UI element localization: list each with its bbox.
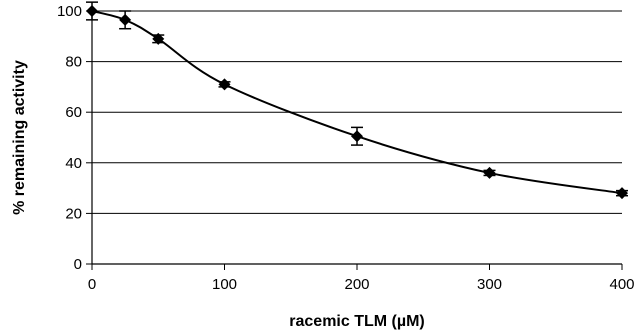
x-tick-label: 300: [477, 276, 502, 293]
series-line: [91, 10, 623, 195]
y-tick-label: 100: [57, 3, 82, 20]
data-point: [119, 13, 132, 26]
data-point: [616, 187, 628, 200]
y-tick-label: 20: [65, 205, 82, 222]
y-tick-label: 40: [65, 155, 82, 172]
data-point: [86, 5, 98, 17]
x-axis-title: racemic TLM (µM): [289, 313, 424, 330]
data-points: [86, 5, 628, 200]
data-point: [218, 78, 231, 91]
data-point: [483, 166, 496, 179]
x-tick-label: 100: [212, 276, 237, 293]
x-tick-label: 400: [609, 276, 634, 293]
y-tick-label: 60: [65, 104, 82, 121]
data-point: [152, 32, 165, 45]
x-tick-label: 0: [88, 276, 96, 293]
y-tick-labels: 0 20 40 60 80 100: [57, 3, 82, 273]
error-bars: [86, 1, 628, 197]
y-tick-label: 80: [65, 54, 82, 71]
axes: [91, 11, 623, 270]
grid-lines: [86, 10, 622, 265]
x-tick-labels: 0 100 200 300 400: [88, 276, 635, 293]
x-tick-label: 200: [344, 276, 369, 293]
data-point: [351, 130, 363, 143]
y-axis-title: % remaining activity: [11, 60, 28, 215]
y-tick-label: 0: [74, 256, 82, 273]
